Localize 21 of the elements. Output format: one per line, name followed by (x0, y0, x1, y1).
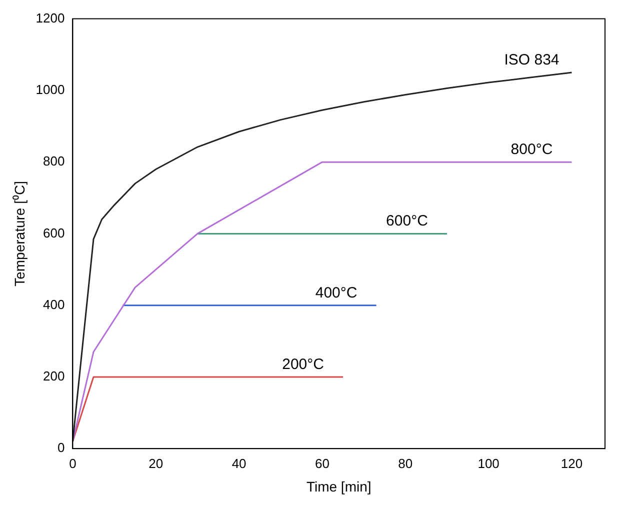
x-tick-label: 60 (314, 456, 330, 471)
x-tick-label: 40 (232, 456, 246, 471)
x-tick-label: 20 (148, 456, 164, 471)
x-tick-label: 100 (478, 456, 500, 471)
y-tick-label: 200 (43, 368, 65, 384)
y-tick-label: 600 (43, 225, 65, 240)
y-tick-label: 1000 (36, 82, 65, 98)
y-tick-label: 400 (43, 296, 65, 312)
y-tick-label: 0 (57, 440, 65, 456)
y-tick-label: 1200 (36, 10, 65, 26)
y-tick-label: 800 (43, 154, 65, 169)
x-tick-label: 0 (69, 456, 76, 471)
x-tick-label: 120 (560, 456, 583, 471)
series-label: ISO 834 (504, 52, 560, 69)
series-label: 600°C (386, 212, 428, 230)
series-label: 400°C (315, 284, 358, 302)
series-label: 800°C (510, 141, 553, 158)
y-axis-title: Temperature [⁰C] (11, 181, 28, 286)
x-axis-title: Time [min] (306, 478, 372, 494)
series-label: 200°C (282, 356, 324, 373)
x-tick-label: 80 (398, 456, 413, 471)
